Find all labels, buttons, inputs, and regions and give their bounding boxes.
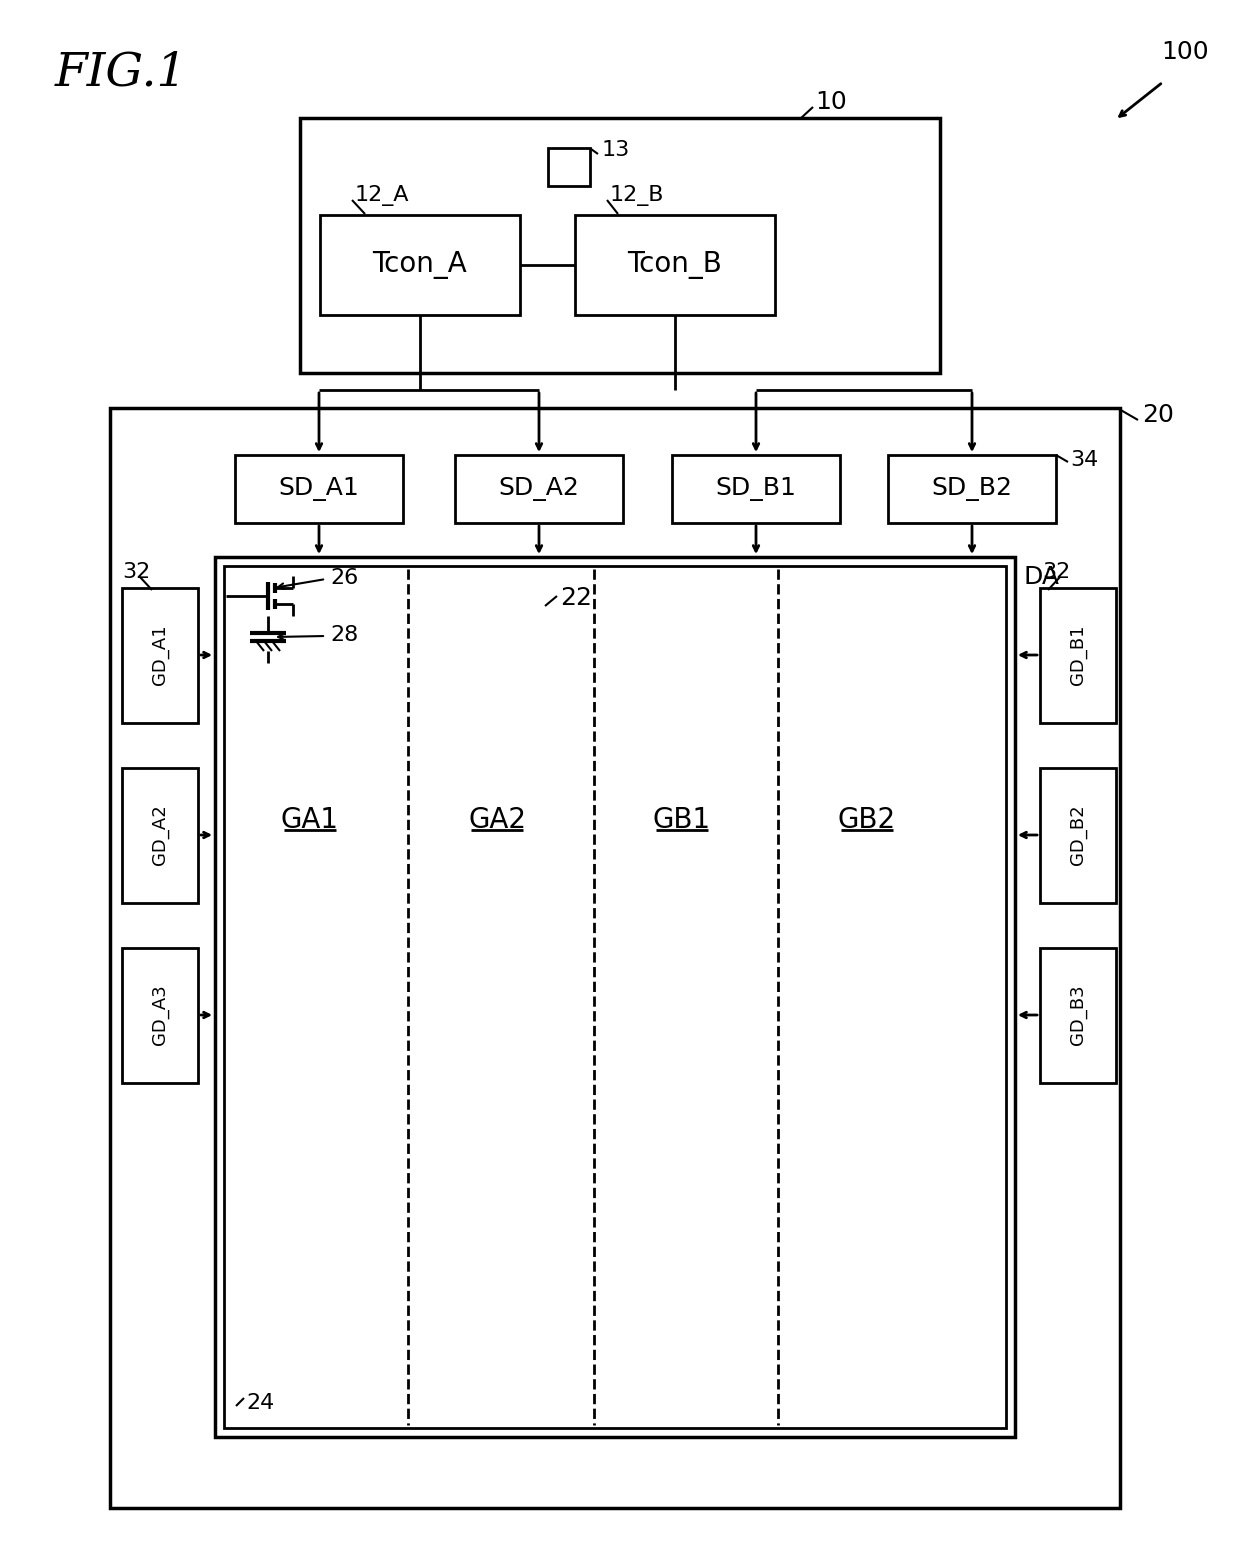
Bar: [122, 768, 198, 903]
Text: 26: 26: [330, 569, 358, 587]
Text: Tcon_B: Tcon_B: [627, 252, 723, 280]
Text: Tcon_A: Tcon_A: [373, 252, 467, 280]
Text: GD_B1: GD_B1: [1069, 625, 1087, 685]
Text: GB1: GB1: [653, 807, 711, 834]
Bar: [110, 409, 1120, 1507]
Bar: [320, 214, 520, 315]
Text: 28: 28: [330, 625, 358, 645]
Bar: [122, 948, 198, 1083]
Bar: [224, 566, 1006, 1428]
Bar: [455, 455, 622, 524]
Bar: [672, 455, 839, 524]
Text: SD_B2: SD_B2: [931, 477, 1013, 500]
Text: SD_B1: SD_B1: [715, 477, 796, 500]
Bar: [548, 148, 590, 186]
Text: 24: 24: [246, 1392, 274, 1413]
Text: 22: 22: [560, 586, 591, 611]
Bar: [300, 118, 940, 373]
Text: 32: 32: [122, 563, 150, 583]
Bar: [236, 455, 403, 524]
Bar: [1040, 948, 1116, 1083]
Text: GA2: GA2: [467, 807, 526, 834]
Text: GD_A1: GD_A1: [151, 625, 169, 685]
Bar: [888, 455, 1056, 524]
Text: SD_A2: SD_A2: [498, 477, 579, 500]
Text: 12_B: 12_B: [610, 185, 665, 207]
Bar: [1040, 587, 1116, 723]
Text: DA: DA: [1023, 566, 1059, 589]
Text: FIG.1: FIG.1: [55, 50, 187, 95]
Text: 32: 32: [1042, 563, 1070, 583]
Bar: [1040, 768, 1116, 903]
Text: 13: 13: [601, 140, 630, 160]
Text: GD_A3: GD_A3: [151, 985, 169, 1046]
Text: 12_A: 12_A: [355, 185, 409, 207]
Text: GA1: GA1: [281, 807, 339, 834]
Text: 10: 10: [815, 90, 847, 113]
Text: GD_A2: GD_A2: [151, 805, 169, 866]
Bar: [215, 556, 1016, 1437]
Text: 34: 34: [1070, 451, 1099, 469]
Text: SD_A1: SD_A1: [279, 477, 360, 500]
Text: GB2: GB2: [838, 807, 897, 834]
Text: 20: 20: [1142, 402, 1174, 427]
Bar: [122, 587, 198, 723]
Bar: [575, 214, 775, 315]
Text: GD_B2: GD_B2: [1069, 805, 1087, 866]
Text: GD_B3: GD_B3: [1069, 985, 1087, 1046]
Text: 100: 100: [1161, 40, 1209, 64]
